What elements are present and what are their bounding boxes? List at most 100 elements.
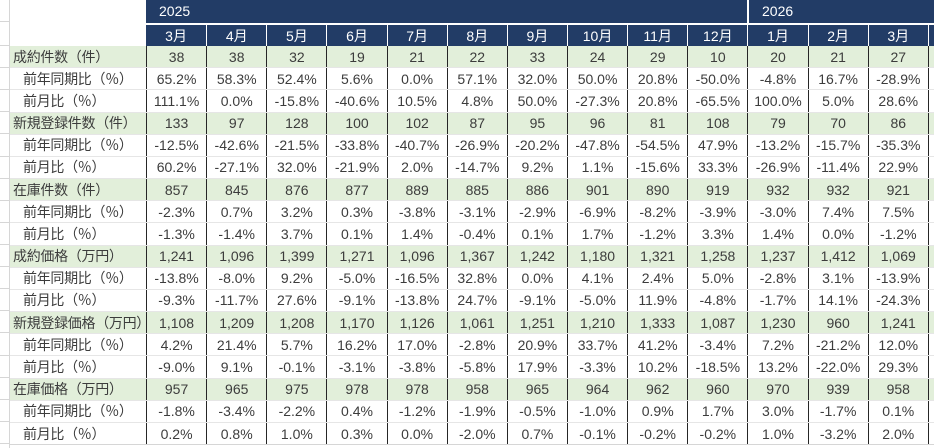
cell[interactable]: -11.7% xyxy=(206,289,266,312)
cell[interactable]: 4.2% xyxy=(146,334,206,356)
cell[interactable]: 32.0% xyxy=(266,156,326,179)
cell[interactable]: 886 xyxy=(506,179,567,201)
cell[interactable]: 1.0% xyxy=(747,422,807,445)
cell[interactable]: 1,367 xyxy=(446,245,507,267)
cell[interactable]: -0.1% xyxy=(266,356,326,378)
year-header-2025[interactable]: 2025 xyxy=(159,3,191,19)
cell[interactable]: 16.2% xyxy=(326,334,386,356)
cell[interactable]: 10 xyxy=(687,46,747,68)
month-header-cell[interactable]: 12月 xyxy=(687,25,747,46)
cell[interactable]: -8.2% xyxy=(627,201,687,223)
cell[interactable]: 47.9% xyxy=(687,134,747,156)
cell[interactable]: -1.2% xyxy=(386,400,447,422)
row-label[interactable]: 前月比（％） xyxy=(23,225,106,242)
cell[interactable]: 3.7% xyxy=(266,223,326,245)
cell[interactable]: 1,069 xyxy=(867,245,928,267)
cell[interactable]: -9.3% xyxy=(146,289,206,312)
cell[interactable]: 857 xyxy=(146,179,206,201)
row-label[interactable]: 前年同期比（％） xyxy=(23,403,133,420)
cell[interactable]: 1,333 xyxy=(627,312,687,334)
cell[interactable]: -1.2% xyxy=(627,223,687,245)
cell[interactable]: 1,096 xyxy=(386,245,447,267)
row-label[interactable]: 在庫価格（万円） xyxy=(13,381,123,398)
cell[interactable]: 978 xyxy=(386,378,447,400)
row-label[interactable]: 前年同期比（％） xyxy=(23,270,133,287)
cell[interactable]: 108 xyxy=(687,112,747,134)
cell[interactable]: 27.6% xyxy=(266,289,326,312)
cell[interactable]: 41.2% xyxy=(627,334,687,356)
cell[interactable]: -0.2% xyxy=(627,422,687,445)
cell[interactable]: -9.1% xyxy=(506,289,567,312)
cell[interactable]: -0.1% xyxy=(566,422,627,445)
cell[interactable]: -2.3% xyxy=(146,201,206,223)
cell[interactable]: -3.1% xyxy=(446,201,507,223)
cell[interactable]: 100.0% xyxy=(747,90,807,112)
cell[interactable]: 27 xyxy=(867,46,928,68)
cell[interactable]: -1.4% xyxy=(206,223,266,245)
cell[interactable]: 1,258 xyxy=(687,245,747,267)
cell[interactable]: -2.8% xyxy=(747,267,807,289)
cell[interactable]: -54.5% xyxy=(627,134,687,156)
cell[interactable]: -24.3% xyxy=(867,289,928,312)
cell[interactable]: 0.4% xyxy=(326,400,386,422)
cell[interactable]: -9.0% xyxy=(146,356,206,378)
row-label[interactable]: 前年同期比（％） xyxy=(23,336,133,353)
cell[interactable]: 1.0% xyxy=(266,422,326,445)
cell[interactable]: 17.0% xyxy=(386,334,447,356)
cell[interactable]: 921 xyxy=(867,179,928,201)
cell[interactable]: 0.9% xyxy=(627,400,687,422)
cell[interactable]: -15.8% xyxy=(266,90,326,112)
cell[interactable]: 2.0% xyxy=(386,156,447,179)
cell[interactable]: -5.0% xyxy=(326,267,386,289)
cell[interactable]: 877 xyxy=(326,179,386,201)
row-label[interactable]: 新規登録価格（万円） xyxy=(13,314,146,331)
cell[interactable]: 957 xyxy=(146,378,206,400)
cell[interactable]: 1,126 xyxy=(386,312,447,334)
cell[interactable]: -2.9% xyxy=(506,201,567,223)
cell[interactable]: -11.4% xyxy=(807,156,868,179)
cell[interactable]: 50.0% xyxy=(506,90,567,112)
cell[interactable]: 58.3% xyxy=(206,68,266,90)
cell[interactable]: 1,241 xyxy=(867,312,928,334)
cell[interactable]: 17.9% xyxy=(506,356,567,378)
cell[interactable]: 1.1% xyxy=(566,156,627,179)
cell[interactable]: -12.5% xyxy=(146,134,206,156)
cell[interactable]: 962 xyxy=(627,378,687,400)
cell[interactable]: -13.8% xyxy=(146,267,206,289)
cell[interactable]: 919 xyxy=(687,179,747,201)
cell[interactable]: -47.8% xyxy=(566,134,627,156)
cell[interactable]: 0.7% xyxy=(506,422,567,445)
cell[interactable]: 81 xyxy=(627,112,687,134)
cell[interactable]: 38 xyxy=(146,46,206,68)
cell[interactable]: -2.8% xyxy=(446,334,507,356)
month-header-cell[interactable]: 5月 xyxy=(266,25,326,46)
cell[interactable]: 95 xyxy=(506,112,567,134)
cell[interactable]: 889 xyxy=(386,179,447,201)
cell[interactable]: -1.2% xyxy=(867,223,928,245)
cell[interactable]: -2.0% xyxy=(446,422,507,445)
cell[interactable]: 2.0% xyxy=(867,422,928,445)
cell[interactable]: 133 xyxy=(146,112,206,134)
cell[interactable]: 1,208 xyxy=(266,312,326,334)
cell[interactable]: 1,241 xyxy=(146,245,206,267)
cell[interactable]: -15.7% xyxy=(807,134,868,156)
cell[interactable]: 20 xyxy=(747,46,807,68)
cell[interactable]: 0.0% xyxy=(506,267,567,289)
cell[interactable]: 1,230 xyxy=(747,312,807,334)
month-header-cell[interactable]: 1月 xyxy=(747,25,807,46)
cell[interactable]: 11.9% xyxy=(627,289,687,312)
cell[interactable]: 964 xyxy=(566,378,627,400)
cell[interactable]: -13.9% xyxy=(867,267,928,289)
cell[interactable]: 32 xyxy=(266,46,326,68)
cell[interactable]: 0.0% xyxy=(807,223,868,245)
cell[interactable]: -1.7% xyxy=(807,400,868,422)
cell[interactable]: 29.3% xyxy=(867,356,928,378)
row-label[interactable]: 前月比（％） xyxy=(23,92,106,109)
cell[interactable]: 100 xyxy=(326,112,386,134)
cell[interactable]: 97 xyxy=(206,112,266,134)
cell[interactable]: -0.4% xyxy=(446,223,507,245)
cell[interactable]: 958 xyxy=(867,378,928,400)
cell[interactable]: -27.3% xyxy=(566,90,627,112)
cell[interactable]: -5.0% xyxy=(566,289,627,312)
cell[interactable]: -65.5% xyxy=(687,90,747,112)
